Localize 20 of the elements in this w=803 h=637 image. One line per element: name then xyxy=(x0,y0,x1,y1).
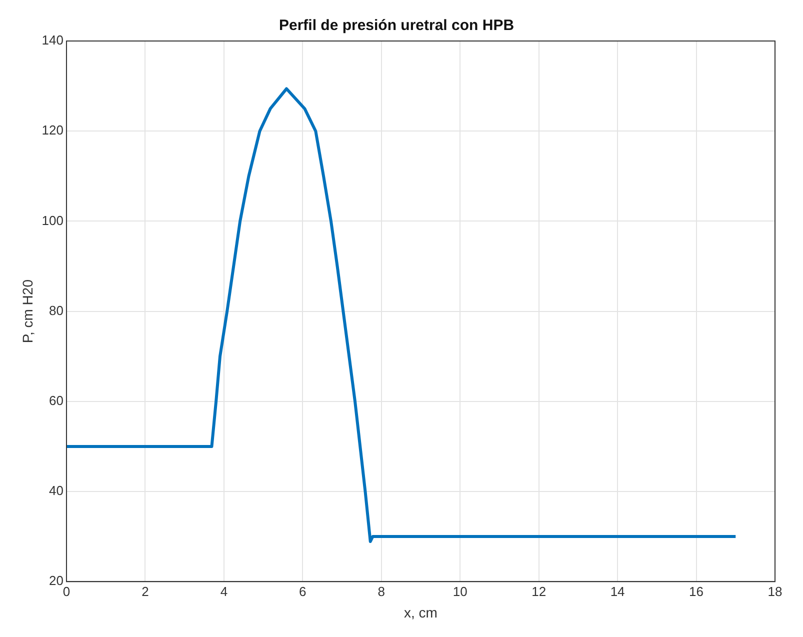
y-tick-label: 120 xyxy=(42,122,64,138)
x-tick-label: 2 xyxy=(142,584,149,599)
x-tick-label: 0 xyxy=(62,584,70,599)
y-axis-title: P, cm H20 xyxy=(19,279,36,344)
x-tick-label: 14 xyxy=(610,584,625,599)
chart-title: Perfil de presión uretral con HPB xyxy=(278,17,514,34)
y-tick-label: 80 xyxy=(49,302,64,318)
y-tick-label: 20 xyxy=(49,573,64,588)
x-tick-label: 12 xyxy=(532,584,546,599)
x-tick-label: 10 xyxy=(452,584,468,599)
x-tick-label: 8 xyxy=(378,584,385,599)
x-tick-label: 6 xyxy=(299,584,306,599)
y-tick-label: 100 xyxy=(42,212,64,228)
y-tick-label: 140 xyxy=(42,32,64,48)
x-tick-label: 4 xyxy=(220,584,228,599)
x-tick-label: 18 xyxy=(768,584,782,599)
y-tick-label: 60 xyxy=(49,392,64,408)
x-axis-title: x, cm xyxy=(404,604,438,620)
y-tick-label: 40 xyxy=(49,483,64,498)
x-tick-label: 16 xyxy=(689,584,704,599)
